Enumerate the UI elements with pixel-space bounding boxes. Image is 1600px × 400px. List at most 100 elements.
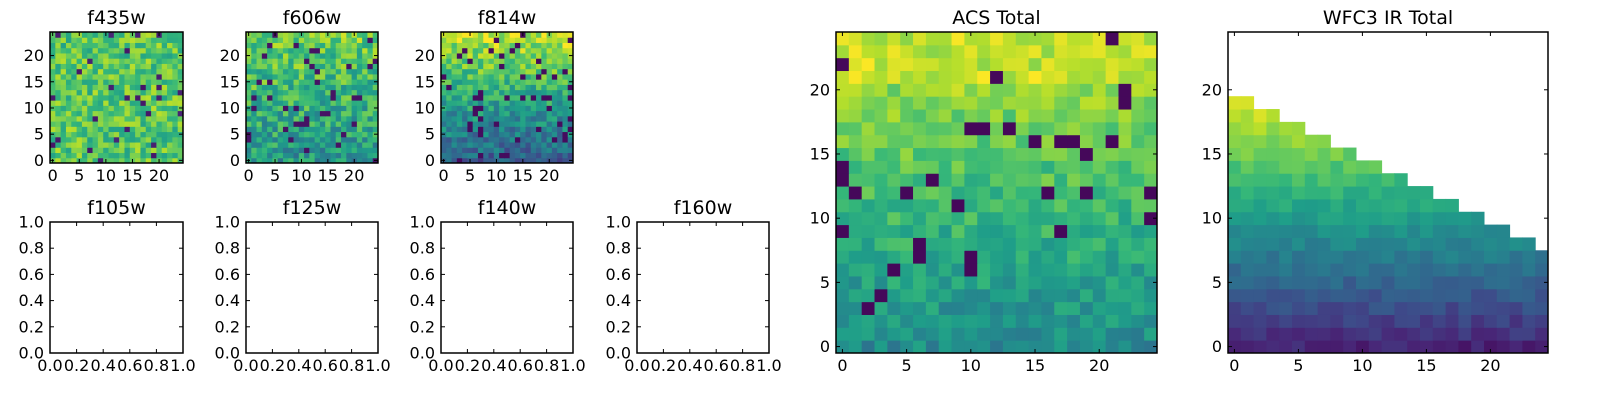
heatmap-cell	[256, 94, 263, 101]
heatmap-cell	[156, 100, 163, 106]
heatmap-cell	[964, 160, 978, 174]
heatmap-cell	[145, 84, 152, 91]
heatmap-cell	[1054, 327, 1068, 341]
heatmap-cell	[372, 152, 379, 159]
heatmap-cell	[304, 136, 310, 143]
heatmap-cell	[504, 79, 511, 85]
heatmap-cell	[536, 68, 542, 75]
heatmap-cell	[293, 79, 300, 85]
heatmap-cell	[1092, 96, 1107, 110]
heatmap-cell	[246, 89, 252, 96]
heatmap-cell	[1015, 263, 1030, 277]
heatmap-cell	[267, 110, 273, 117]
heatmap-cell	[246, 73, 252, 80]
x-tick-label: 0.0	[428, 356, 453, 375]
heatmap-cell	[140, 52, 147, 59]
heatmap-cell	[172, 58, 179, 64]
heatmap-cell	[314, 68, 321, 75]
heatmap-cell	[861, 314, 876, 328]
heatmap-cell	[451, 152, 458, 159]
heatmap-cell	[362, 136, 368, 143]
heatmap-cell	[1279, 288, 1293, 303]
heatmap-cell	[990, 83, 1004, 97]
heatmap-cell	[562, 32, 569, 38]
heatmap-cell	[483, 100, 490, 106]
heatmap-cell	[1092, 57, 1107, 72]
heatmap-cell	[499, 32, 505, 38]
heatmap-cell	[1445, 301, 1459, 315]
heatmap-cell	[1394, 186, 1408, 200]
heatmap-cell	[836, 57, 850, 72]
heatmap-cell	[990, 288, 1004, 303]
heatmap-cell	[1118, 173, 1132, 187]
heatmap-cell	[87, 142, 94, 148]
heatmap-cell	[1228, 237, 1242, 251]
heatmap-cell	[298, 63, 305, 70]
heatmap-cell	[1253, 263, 1267, 277]
x-tick-label: 0	[48, 166, 58, 185]
heatmap-cell	[1079, 160, 1094, 174]
heatmap-cell	[356, 147, 363, 154]
heatmap-cell	[441, 58, 447, 64]
heatmap-cell	[990, 186, 1004, 200]
heatmap-cell	[256, 105, 263, 112]
heatmap-cell	[251, 126, 258, 133]
heatmap-cell	[530, 121, 537, 127]
y-tick-label: 10	[415, 98, 435, 117]
heatmap-cell	[351, 73, 358, 80]
heatmap-cell	[472, 131, 479, 138]
heatmap-cell	[1381, 186, 1395, 200]
heatmap-cell	[124, 89, 131, 96]
heatmap-cell	[1458, 263, 1472, 277]
heatmap-cell	[913, 96, 927, 110]
heatmap-cell	[1484, 263, 1498, 277]
heatmap-cell	[1368, 340, 1383, 354]
heatmap-cell	[964, 288, 978, 303]
heatmap-cell	[119, 115, 125, 122]
heatmap-cell	[1118, 263, 1132, 277]
heatmap-cell	[925, 186, 940, 200]
heatmap-cell	[504, 126, 511, 133]
heatmap-cell	[298, 110, 305, 117]
heatmap-cell	[330, 100, 337, 106]
heatmap-cell	[103, 37, 110, 43]
heatmap-cell	[145, 58, 152, 64]
heatmap-cell	[1054, 83, 1068, 97]
heatmap-cell	[172, 84, 179, 91]
heatmap-cell	[1131, 340, 1145, 354]
heatmap-cell	[451, 100, 458, 106]
heatmap-cell	[451, 142, 458, 148]
heatmap-cell	[441, 147, 447, 154]
heatmap-cell	[177, 68, 184, 75]
heatmap-cell	[567, 47, 574, 54]
heatmap-cell	[472, 100, 479, 106]
heatmap-cell	[346, 58, 353, 64]
heatmap-cell	[541, 37, 548, 43]
heatmap-cell	[1041, 340, 1055, 354]
heatmap-cell	[372, 37, 379, 43]
heatmap-cell	[1432, 211, 1447, 226]
heatmap-cell	[499, 131, 505, 138]
heatmap-cell	[446, 126, 453, 133]
heatmap-cell	[541, 47, 548, 54]
heatmap-cell	[113, 63, 120, 70]
heatmap-cell	[964, 83, 978, 97]
heatmap-cell	[1041, 160, 1055, 174]
heatmap-cell	[1002, 314, 1017, 328]
heatmap-cell	[256, 37, 263, 43]
heatmap-cell	[462, 58, 468, 64]
heatmap-cell	[1343, 160, 1357, 174]
heatmap-cell	[346, 126, 353, 133]
heatmap-cell	[1330, 314, 1344, 328]
heatmap-cell	[1240, 160, 1255, 174]
heatmap-cell	[900, 134, 914, 149]
heatmap-cell	[874, 147, 888, 161]
heatmap-cell	[172, 32, 179, 38]
heatmap-cell	[346, 115, 353, 122]
y-tick-label: 15	[810, 144, 830, 163]
heatmap-cell	[990, 57, 1004, 72]
heatmap-cell	[1041, 237, 1055, 251]
heatmap-cell	[977, 32, 991, 46]
heatmap-cell	[71, 42, 78, 49]
heatmap-cell	[362, 105, 368, 112]
